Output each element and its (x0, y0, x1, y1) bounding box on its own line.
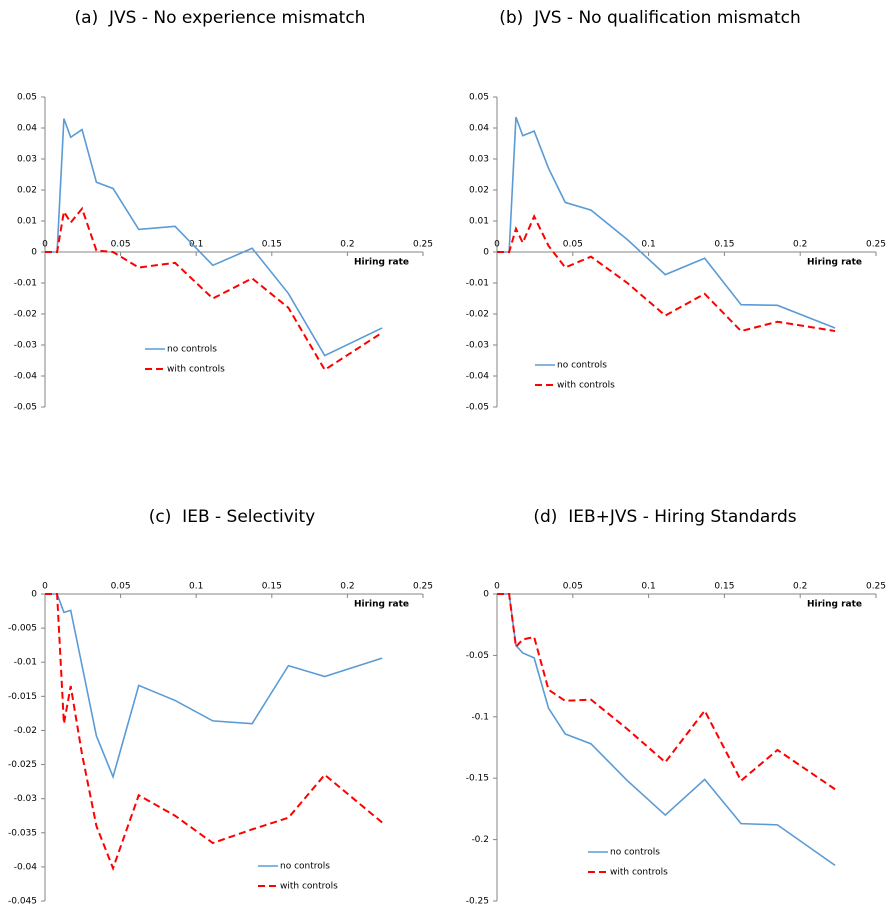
y-tick-label: -0.04 (14, 372, 38, 382)
y-tick-label: -0.04 (466, 372, 490, 382)
y-tick-label: 0.02 (17, 186, 37, 196)
y-tick-label: -0.005 (8, 624, 37, 634)
y-tick-label: -0.045 (8, 897, 37, 907)
x-tick-label: 0 (42, 240, 48, 250)
legend-label: with controls (280, 882, 338, 892)
y-tick-label: -0.1 (471, 712, 489, 722)
y-tick-label: -0.03 (14, 341, 37, 351)
series-line (497, 593, 836, 791)
x-tick-label: 0.2 (793, 240, 807, 250)
y-tick-label: 0.03 (469, 155, 489, 165)
y-tick-label: 0.01 (469, 217, 489, 227)
x-tick-label: 0.05 (111, 240, 131, 250)
x-tick-label: 0.1 (189, 240, 203, 250)
y-tick-label: -0.025 (8, 760, 37, 770)
x-tick-label: 0.2 (340, 240, 354, 250)
y-tick-label: -0.035 (8, 828, 37, 838)
y-tick-label: -0.01 (14, 279, 37, 289)
series-line (497, 213, 836, 333)
panel-title: (d) IEB+JVS - Hiring Standards (533, 507, 796, 527)
x-tick-label: 0.25 (866, 582, 886, 592)
x-tick-label: 0.05 (563, 240, 583, 250)
y-tick-label: 0 (483, 590, 489, 600)
x-tick-label: 0.2 (340, 582, 354, 592)
y-tick-label: 0.05 (17, 93, 37, 103)
legend-label: no controls (610, 848, 660, 858)
x-tick-label: 0.15 (262, 240, 282, 250)
series-line (45, 593, 383, 872)
x-tick-label: 0.05 (563, 582, 583, 592)
legend-label: with controls (557, 381, 615, 391)
series-line (45, 206, 383, 372)
y-tick-label: -0.05 (466, 403, 489, 413)
x-tick-label: 0.2 (793, 582, 807, 592)
x-axis-label: Hiring rate (807, 600, 862, 610)
x-tick-label: 0 (42, 582, 48, 592)
series-line (497, 593, 836, 867)
series-line (497, 116, 836, 329)
legend-label: no controls (557, 361, 607, 371)
x-tick-label: 0.25 (413, 582, 433, 592)
y-tick-label: -0.015 (8, 692, 37, 702)
legend-label: with controls (610, 868, 668, 878)
y-tick-label: 0 (31, 248, 37, 258)
x-tick-label: 0.15 (262, 582, 282, 592)
x-tick-label: 0.25 (413, 240, 433, 250)
x-tick-label: 0.15 (714, 582, 734, 592)
x-tick-label: 0.15 (714, 240, 734, 250)
y-tick-label: 0.03 (17, 155, 37, 165)
y-tick-label: 0 (31, 590, 37, 600)
y-tick-label: 0 (483, 248, 489, 258)
y-tick-label: -0.04 (14, 862, 38, 872)
y-tick-label: 0.01 (17, 217, 37, 227)
y-tick-label: -0.03 (14, 794, 37, 804)
x-tick-label: 0.05 (111, 582, 131, 592)
x-tick-label: 0 (494, 240, 500, 250)
x-tick-label: 0.1 (189, 582, 203, 592)
y-tick-label: -0.05 (466, 651, 489, 661)
y-tick-label: 0.04 (469, 124, 489, 134)
legend-label: with controls (167, 365, 225, 375)
y-tick-label: -0.01 (14, 658, 37, 668)
x-axis-label: Hiring rate (354, 258, 409, 268)
y-tick-label: -0.02 (14, 310, 37, 320)
series-line (45, 118, 383, 357)
y-tick-label: 0.02 (469, 186, 489, 196)
x-tick-label: 0.1 (641, 240, 655, 250)
legend-label: no controls (167, 345, 217, 355)
panel-title: (a) JVS - No experience mismatch (75, 8, 366, 28)
x-tick-label: 0.1 (641, 582, 655, 592)
y-tick-label: -0.02 (14, 726, 37, 736)
x-tick-label: 0.25 (866, 240, 886, 250)
y-tick-label: 0.05 (469, 93, 489, 103)
series-line (45, 593, 383, 780)
y-tick-label: -0.2 (471, 835, 489, 845)
x-axis-label: Hiring rate (807, 258, 862, 268)
y-tick-label: -0.15 (466, 774, 489, 784)
legend-label: no controls (280, 862, 330, 872)
y-tick-label: -0.01 (466, 279, 489, 289)
x-tick-label: 0 (494, 582, 500, 592)
y-tick-label: -0.03 (466, 341, 489, 351)
y-tick-label: -0.02 (466, 310, 489, 320)
y-tick-label: -0.05 (14, 403, 37, 413)
y-tick-label: -0.25 (466, 897, 489, 907)
x-axis-label: Hiring rate (354, 600, 409, 610)
panel-title: (b) JVS - No qualification mismatch (499, 8, 801, 28)
y-tick-label: 0.04 (17, 124, 37, 134)
panel-title: (c) IEB - Selectivity (149, 507, 315, 527)
